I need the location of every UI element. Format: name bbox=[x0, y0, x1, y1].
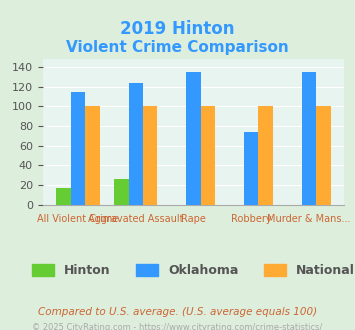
Text: © 2025 CityRating.com - https://www.cityrating.com/crime-statistics/: © 2025 CityRating.com - https://www.city… bbox=[32, 323, 323, 330]
Bar bbox=[244, 132, 258, 205]
Text: 2019 Hinton: 2019 Hinton bbox=[120, 20, 235, 38]
Bar bbox=[302, 72, 316, 205]
Bar bbox=[85, 107, 100, 205]
Bar bbox=[71, 92, 85, 205]
Bar bbox=[201, 107, 215, 205]
Bar bbox=[316, 107, 331, 205]
Bar bbox=[143, 107, 157, 205]
Bar bbox=[258, 107, 273, 205]
Bar bbox=[186, 72, 201, 205]
Bar bbox=[114, 179, 129, 205]
Text: Violent Crime Comparison: Violent Crime Comparison bbox=[66, 40, 289, 54]
Bar bbox=[56, 188, 71, 205]
Bar bbox=[129, 83, 143, 205]
Text: Compared to U.S. average. (U.S. average equals 100): Compared to U.S. average. (U.S. average … bbox=[38, 307, 317, 317]
Legend: Hinton, Oklahoma, National: Hinton, Oklahoma, National bbox=[26, 257, 355, 283]
